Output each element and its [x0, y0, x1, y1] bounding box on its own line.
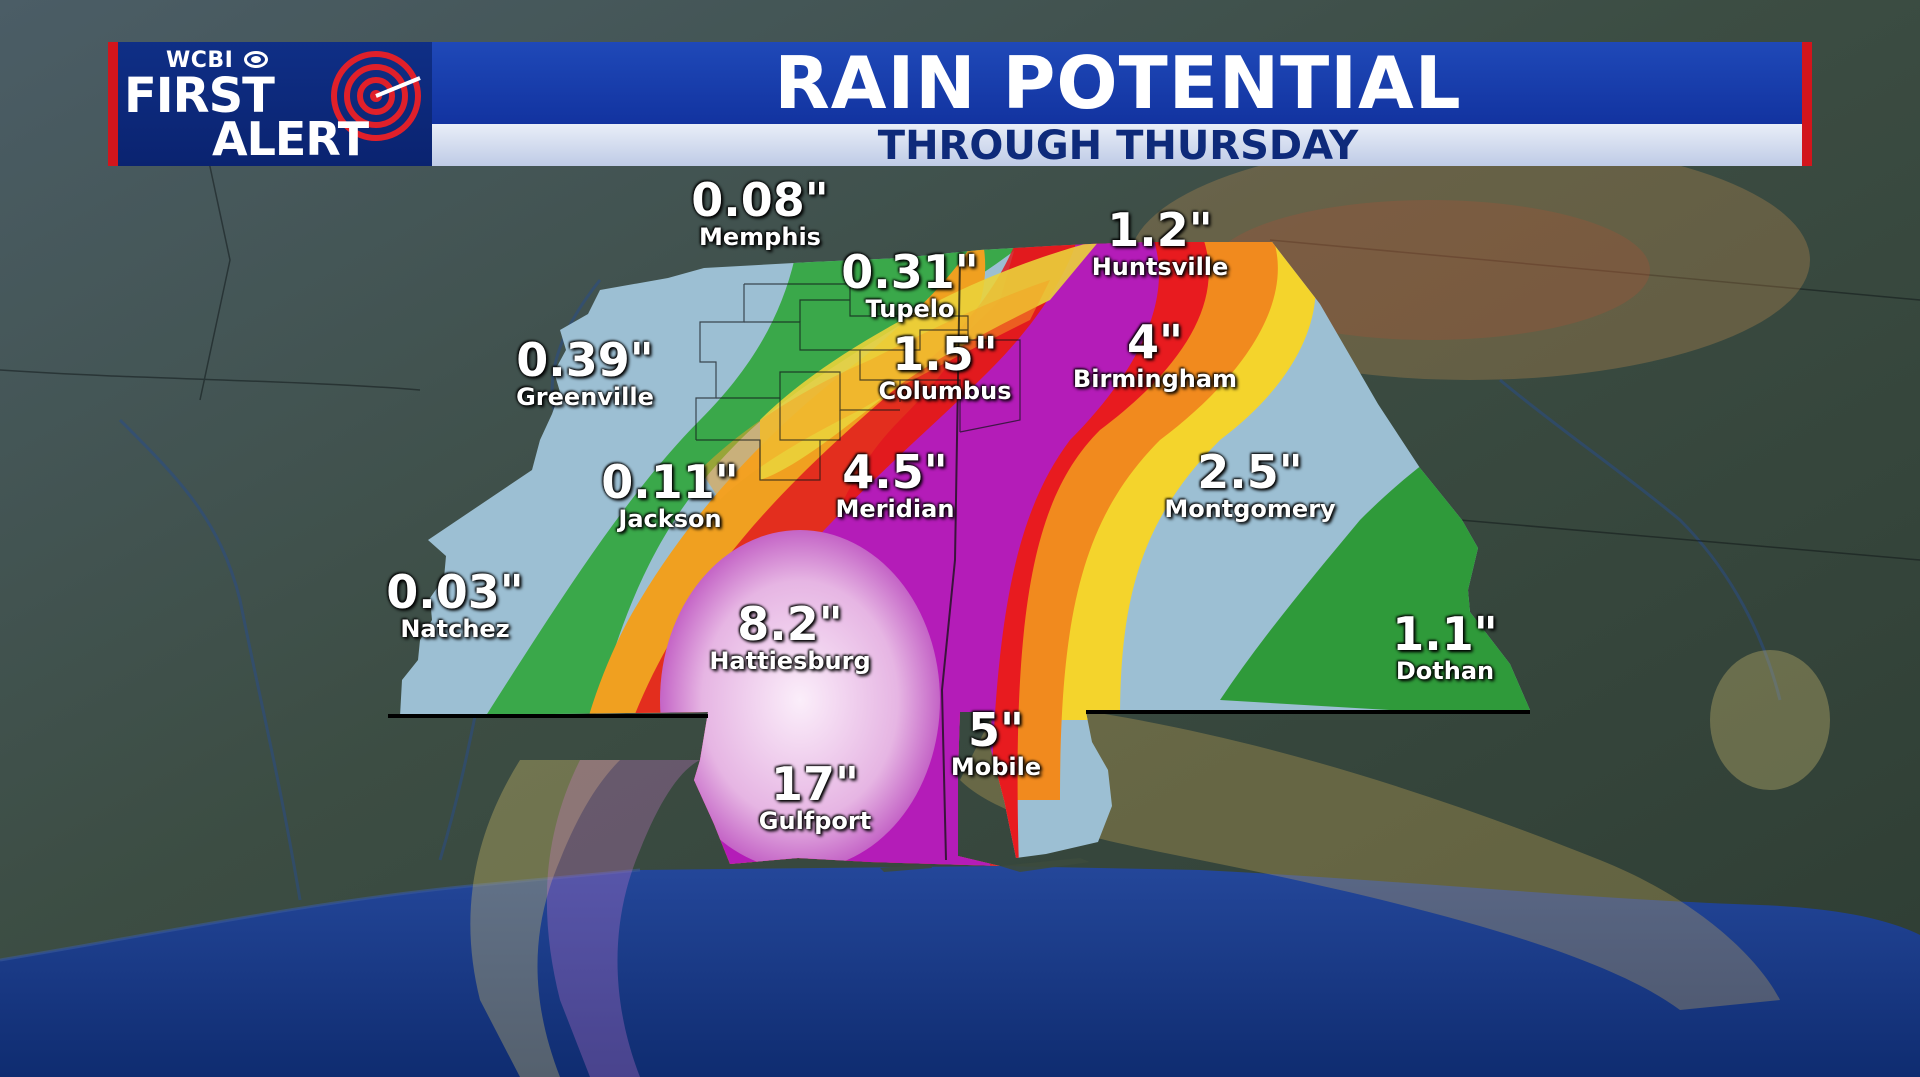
rain-amount: 0.08" — [691, 173, 829, 227]
rain-amount: 4" — [1127, 315, 1183, 369]
city-name: Natchez — [400, 615, 510, 643]
city-name: Dothan — [1395, 657, 1495, 685]
rain-amount: 1.1" — [1392, 607, 1498, 661]
city-label-dothan: 1.1" Dothan — [1365, 610, 1525, 684]
rain-amount: 0.03" — [386, 565, 524, 619]
city-name: Memphis — [699, 223, 821, 251]
banner-accent-right — [1802, 42, 1812, 166]
rain-amount: 2.5" — [1197, 445, 1303, 499]
radar-rings-icon — [331, 51, 421, 141]
rain-amount: 1.5" — [892, 327, 998, 381]
city-label-montgomery: 2.5" Montgomery — [1150, 448, 1350, 522]
city-label-natchez: 0.03" Natchez — [375, 568, 535, 642]
city-label-greenville: 0.39" Greenville — [505, 336, 665, 410]
brand-line-first: FIRST — [124, 68, 275, 124]
city-name: Meridian — [835, 495, 955, 523]
rain-amount: 0.39" — [516, 333, 654, 387]
title-banner: WCBI FIRST ALERT RAIN POTENTIAL THROUGH … — [108, 41, 1812, 169]
city-name: Greenville — [516, 383, 654, 411]
city-label-mobile: 5" Mobile — [916, 706, 1076, 780]
city-name: Tupelo — [865, 295, 955, 323]
city-name: Huntsville — [1091, 253, 1229, 281]
city-label-meridian: 4.5" Meridian — [815, 448, 975, 522]
rain-amount: 1.2" — [1107, 203, 1213, 257]
rain-amount: 5" — [968, 703, 1024, 757]
city-name: Gulfport — [758, 807, 872, 835]
rain-amount: 0.31" — [841, 245, 979, 299]
city-name: Jackson — [618, 505, 722, 533]
page-subtitle: THROUGH THURSDAY — [877, 123, 1359, 169]
city-name: Mobile — [950, 753, 1042, 781]
city-name: Montgomery — [1164, 495, 1336, 523]
city-name: Birmingham — [1072, 365, 1238, 393]
city-label-memphis: 0.08" Memphis — [680, 176, 840, 250]
city-name: Columbus — [878, 377, 1012, 405]
city-name: Hattiesburg — [709, 647, 871, 675]
city-label-jackson: 0.11" Jackson — [590, 458, 750, 532]
cbs-eye-icon — [244, 51, 268, 68]
station-logo: WCBI FIRST ALERT — [118, 42, 432, 166]
rain-amount: 4.5" — [842, 445, 948, 499]
city-label-columbus: 1.5" Columbus — [860, 330, 1030, 404]
city-label-tupelo: 0.31" Tupelo — [830, 248, 990, 322]
rain-amount: 8.2" — [737, 597, 843, 651]
rain-amount: 0.11" — [601, 455, 739, 509]
city-label-gulfport: 17" Gulfport — [735, 760, 895, 834]
city-label-hattiesburg: 8.2" Hattiesburg — [695, 600, 885, 674]
station-call-letters: WCBI — [166, 48, 234, 73]
page-title: RAIN POTENTIAL — [774, 41, 1462, 125]
banner-accent-left — [108, 42, 118, 166]
city-label-birmingham: 4" Birmingham — [1060, 318, 1250, 392]
city-label-huntsville: 1.2" Huntsville — [1080, 206, 1240, 280]
brand-line-alert: ALERT — [212, 112, 369, 166]
rain-amount: 17" — [771, 757, 859, 811]
